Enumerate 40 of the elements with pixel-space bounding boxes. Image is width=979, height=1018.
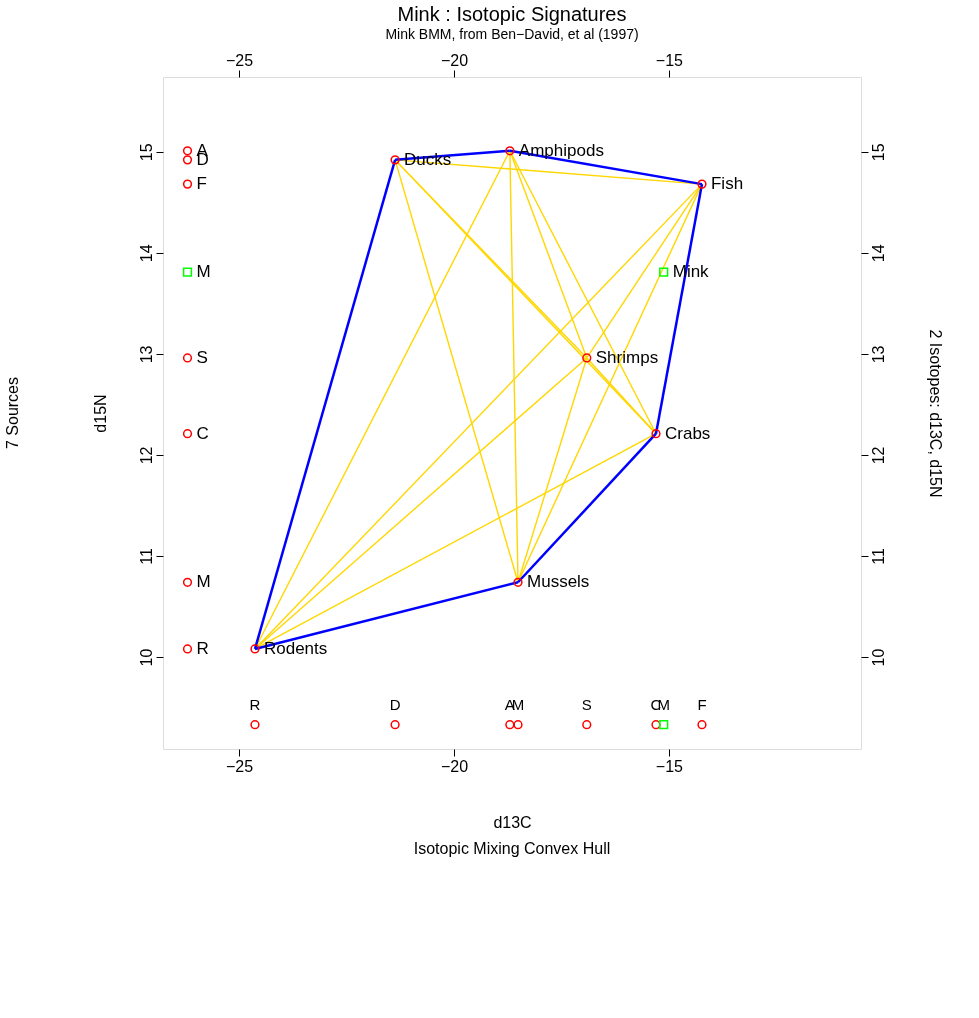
annotation: F bbox=[697, 695, 707, 713]
x-tick-label: −25 bbox=[226, 757, 254, 775]
annotation: M bbox=[196, 262, 211, 282]
x-axis-title: d13C bbox=[493, 813, 532, 831]
y-axis-title: d15N bbox=[91, 394, 109, 433]
y-tick-label: 13 bbox=[137, 345, 155, 364]
y-tick-label: 12 bbox=[137, 446, 155, 465]
y2-tick-label: 10 bbox=[869, 648, 887, 667]
annotation: F bbox=[196, 174, 207, 194]
x2-tick-label: −25 bbox=[226, 51, 254, 69]
x2-tick-label: −20 bbox=[440, 51, 469, 69]
text: Isotopic Mixing Convex Hull bbox=[413, 840, 611, 857]
y2-tick-label: 12 bbox=[869, 446, 887, 465]
chart-title: Mink : Isotopic Signatures bbox=[397, 3, 627, 25]
annotation: Amphipods bbox=[518, 140, 604, 160]
chart-subtitle: Mink BMM, from Ben−David, et al (1997) bbox=[385, 26, 639, 42]
y2-tick-label: 15 bbox=[869, 143, 887, 162]
annotation: S bbox=[581, 695, 592, 713]
text: 7 Sources bbox=[4, 376, 21, 450]
x-tick-label: −15 bbox=[655, 757, 684, 775]
y-tick-label: 15 bbox=[137, 143, 155, 162]
annotation: M bbox=[196, 572, 211, 592]
y-tick-label: 14 bbox=[137, 244, 155, 263]
annotation: Fish bbox=[710, 174, 744, 194]
y2-axis-title: 2 Isotopes: d13C, d15N bbox=[926, 329, 944, 498]
annotation: R bbox=[196, 638, 209, 658]
y2-tick-label: 13 bbox=[869, 345, 887, 364]
annotation: S bbox=[196, 347, 208, 367]
x2-tick-label: −15 bbox=[655, 51, 684, 69]
y-tick-label: 10 bbox=[137, 648, 155, 667]
annotation: Crabs bbox=[664, 423, 711, 443]
y2-tick-label: 11 bbox=[869, 548, 887, 565]
annotation: Rodents bbox=[263, 638, 328, 658]
annotation: C bbox=[196, 423, 209, 443]
x-tick-label: −20 bbox=[440, 757, 469, 775]
y2-tick-label: 14 bbox=[869, 244, 887, 263]
annotation: Mussels bbox=[527, 572, 590, 592]
annotation: R bbox=[249, 695, 261, 713]
annotation: D bbox=[389, 695, 401, 713]
y-tick-label: 11 bbox=[137, 548, 155, 565]
